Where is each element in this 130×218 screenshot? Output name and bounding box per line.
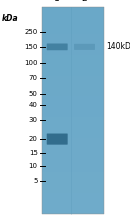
Text: 10: 10 <box>29 163 38 169</box>
Bar <box>42 138 104 145</box>
Bar <box>42 20 104 27</box>
Bar <box>42 117 104 124</box>
Text: 2: 2 <box>82 0 87 3</box>
Bar <box>42 82 104 89</box>
Bar <box>42 96 104 103</box>
Bar <box>42 7 104 14</box>
Bar <box>42 34 104 41</box>
Bar <box>42 179 104 186</box>
Bar <box>42 145 104 152</box>
Bar <box>42 103 104 110</box>
Bar <box>42 193 104 200</box>
Bar <box>42 89 104 96</box>
Text: 70: 70 <box>29 75 38 82</box>
Bar <box>42 158 104 165</box>
Text: 50: 50 <box>29 91 38 97</box>
Text: 140kDa: 140kDa <box>106 42 130 51</box>
Bar <box>42 14 104 20</box>
FancyBboxPatch shape <box>47 133 68 145</box>
Bar <box>42 152 104 158</box>
Bar <box>42 41 104 48</box>
Bar <box>42 7 104 214</box>
Bar <box>42 55 104 62</box>
Text: 5: 5 <box>33 178 38 184</box>
Text: kDa: kDa <box>1 14 18 23</box>
FancyBboxPatch shape <box>47 43 68 50</box>
Bar <box>42 69 104 76</box>
Text: 15: 15 <box>29 150 38 156</box>
Bar <box>42 27 104 34</box>
Text: 150: 150 <box>24 44 38 50</box>
Bar <box>42 165 104 172</box>
FancyBboxPatch shape <box>74 44 95 50</box>
Bar <box>42 186 104 193</box>
Text: 20: 20 <box>29 136 38 142</box>
Text: 250: 250 <box>24 29 38 35</box>
Bar <box>42 48 104 55</box>
Bar <box>42 172 104 179</box>
Bar <box>42 124 104 131</box>
Bar <box>42 131 104 138</box>
Text: 40: 40 <box>29 102 38 108</box>
Text: 100: 100 <box>24 60 38 66</box>
Bar <box>42 110 104 117</box>
Bar <box>42 76 104 82</box>
Bar <box>42 207 104 214</box>
Text: 1: 1 <box>54 0 60 3</box>
Bar <box>42 200 104 207</box>
Bar <box>42 62 104 69</box>
Text: 30: 30 <box>29 117 38 123</box>
